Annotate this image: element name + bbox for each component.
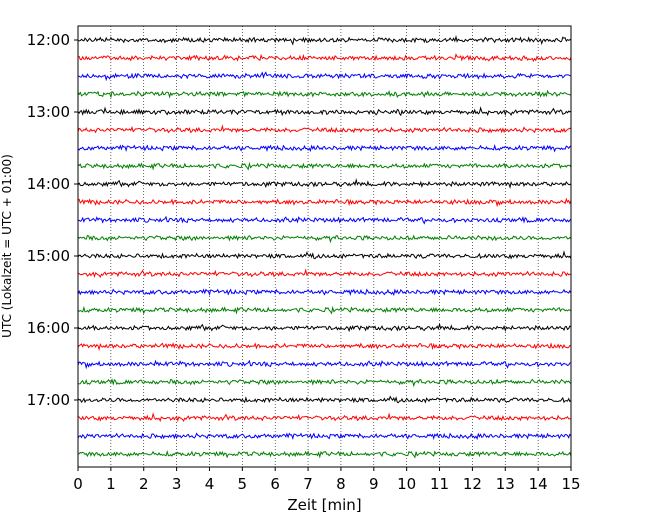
x-tick-label: 4: [205, 475, 215, 493]
x-tick-label: 10: [397, 475, 416, 493]
x-tick-label: 11: [430, 475, 449, 493]
x-tick-label: 5: [238, 475, 248, 493]
y-tick-label: 12:00: [27, 31, 70, 49]
trace-1715: [77, 412, 572, 423]
x-tick-label: 12: [463, 475, 482, 493]
y-axis-ticks: 12:00 13:00 14:00 15:00 16:00 17:00: [27, 31, 78, 409]
trace-1545: [77, 305, 572, 315]
trace-1700: [77, 395, 572, 404]
trace-1315: [77, 124, 572, 134]
x-tick-label: 0: [73, 475, 83, 493]
x-tick-label: 9: [369, 475, 379, 493]
trace-layer: [77, 34, 572, 459]
trace-1530: [77, 288, 572, 297]
trace-1500: [77, 250, 572, 260]
trace-1600: [77, 323, 572, 333]
trace-1330: [77, 143, 572, 153]
y-tick-label: 17:00: [27, 391, 70, 409]
trace-1215: [77, 53, 572, 63]
y-tick-label: 14:00: [27, 175, 70, 193]
y-tick-label: 15:00: [27, 247, 70, 265]
y-tick-label: 16:00: [27, 319, 70, 337]
x-tick-label: 6: [270, 475, 280, 493]
trace-1400: [77, 178, 572, 190]
x-tick-label: 3: [172, 475, 182, 493]
x-axis-ticks: 0 1 2 3 4 5 6 7 8 9 10 11 12 13 14 15: [73, 467, 581, 493]
trace-1245: [77, 89, 572, 99]
x-axis-label: Zeit [min]: [287, 496, 361, 514]
trace-1230: [77, 71, 572, 82]
x-tick-label: 7: [303, 475, 313, 493]
x-tick-label: 1: [106, 475, 116, 493]
trace-1445: [77, 234, 572, 244]
trace-1730: [77, 432, 572, 441]
y-axis-label: UTC (Lokalzeit = UTC + 01:00): [0, 154, 14, 338]
trace-1745: [77, 449, 572, 459]
x-tick-label: 13: [496, 475, 515, 493]
trace-1200: [77, 34, 572, 46]
x-tick-label: 2: [139, 475, 149, 493]
x-tick-label: 15: [561, 475, 580, 493]
trace-1515: [77, 268, 572, 279]
plot-frame: [77, 25, 572, 468]
trace-1430: [77, 215, 572, 225]
trace-1630: [77, 359, 572, 370]
trace-1645: [77, 377, 572, 388]
x-tick-label: 14: [529, 475, 548, 493]
trace-1615: [77, 342, 572, 352]
y-tick-label: 13:00: [27, 103, 70, 121]
trace-1345: [77, 161, 572, 171]
x-tick-label: 8: [336, 475, 346, 493]
trace-1415: [77, 197, 572, 208]
trace-1300: [77, 106, 572, 117]
